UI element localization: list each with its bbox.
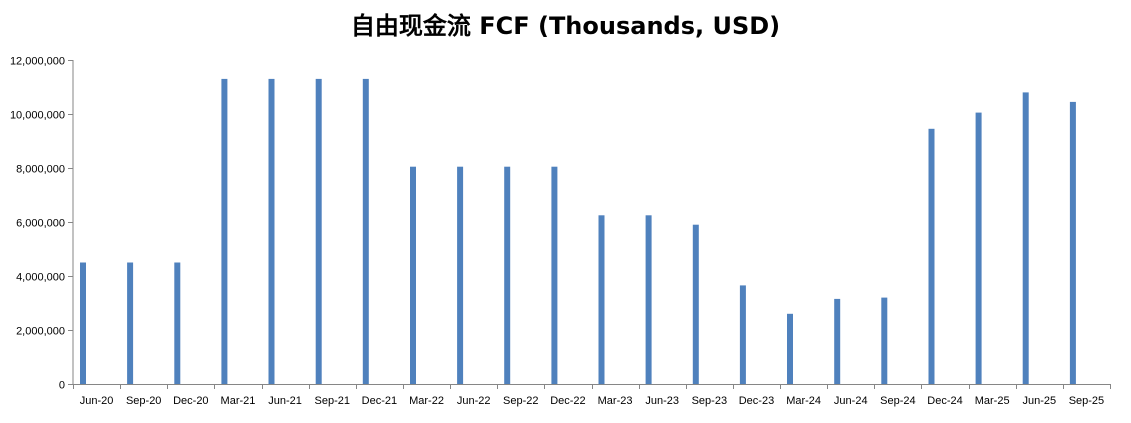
- chart-title: 自由现金流 FCF (Thousands, USD): [350, 12, 781, 40]
- x-tick-label: Sep-21: [315, 395, 350, 407]
- x-tick-label: Dec-21: [362, 395, 397, 407]
- bars: [80, 78, 1076, 385]
- y-tick-label: 12,000,000: [10, 56, 65, 68]
- x-tick-label: Jun-25: [1022, 395, 1056, 407]
- bar-mar-21: [221, 78, 228, 385]
- bar-sep-20: [127, 262, 134, 384]
- x-tick-label: Dec-24: [927, 395, 962, 407]
- x-tick-label: Jun-24: [834, 395, 868, 407]
- bar-dec-20: [174, 262, 181, 384]
- x-tick-label: Dec-20: [173, 395, 208, 407]
- x-tick-label: Mar-23: [598, 395, 633, 407]
- y-tick-label: 4,000,000: [16, 272, 65, 284]
- bar-dec-24: [928, 128, 935, 384]
- bar-dec-23: [739, 285, 746, 384]
- bar-sep-25: [1069, 101, 1076, 385]
- x-tick-label: Sep-23: [692, 395, 727, 407]
- bar-mar-22: [410, 166, 416, 384]
- x-tick-label: Mar-24: [786, 395, 821, 407]
- bar-mar-23: [598, 215, 605, 385]
- bar-jun-23: [645, 215, 652, 385]
- bar-dec-22: [551, 166, 558, 384]
- x-tick-label: Jun-22: [457, 395, 491, 407]
- bar-mar-24: [787, 313, 793, 384]
- bar-sep-24: [881, 297, 888, 384]
- y-tick-label: 0: [59, 380, 65, 392]
- bar-jun-21: [268, 78, 275, 385]
- bar-sep-23: [692, 224, 699, 384]
- bar-sep-21: [315, 78, 322, 385]
- y-tick-label: 10,000,000: [10, 110, 65, 122]
- bar-sep-22: [504, 166, 511, 384]
- x-tick-label: Mar-21: [221, 395, 256, 407]
- bar-mar-25: [975, 112, 982, 384]
- x-tick-label: Mar-25: [975, 395, 1010, 407]
- bar-dec-21: [362, 78, 369, 385]
- y-tick-label: 6,000,000: [16, 218, 65, 230]
- x-axis: Jun-20 Sep-20 Dec-20 Mar-21 Jun-21 Sep-21 Dec-…: [73, 384, 1111, 407]
- y-axis: 0 2,000,000 4,000,000 6,000,000 8,000,000 10,…: [10, 56, 74, 392]
- x-tick-label: Sep-25: [1069, 395, 1104, 407]
- bar-jun-20: [80, 262, 86, 384]
- x-tick-label: Sep-22: [503, 395, 538, 407]
- x-tick-label: Jun-20: [80, 395, 114, 407]
- x-tick-label: Mar-22: [409, 395, 444, 407]
- y-tick-label: 8,000,000: [16, 164, 65, 176]
- x-tick-label: Sep-20: [126, 395, 161, 407]
- x-tick-label: Sep-24: [880, 395, 915, 407]
- x-tick-label: Dec-22: [550, 395, 585, 407]
- x-tick-label: Dec-23: [739, 395, 774, 407]
- y-tick-label: 2,000,000: [16, 326, 65, 338]
- bar-jun-22: [457, 166, 464, 384]
- x-tick-label: Jun-21: [268, 395, 302, 407]
- bar-jun-24: [834, 298, 841, 384]
- bar-jun-25: [1022, 92, 1029, 385]
- x-tick-label: Jun-23: [645, 395, 679, 407]
